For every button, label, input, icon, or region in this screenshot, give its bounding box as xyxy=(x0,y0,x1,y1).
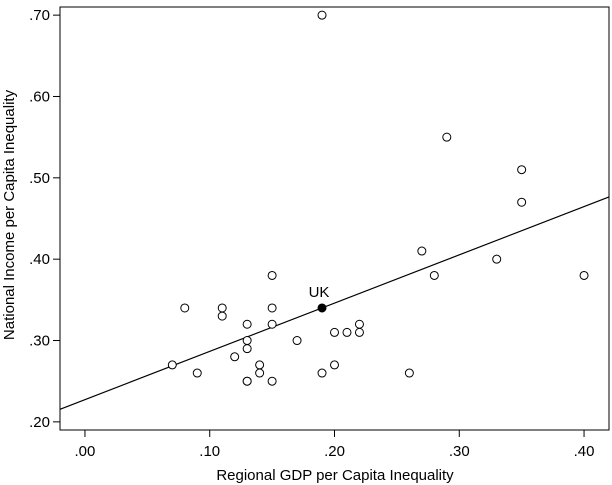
data-point xyxy=(242,336,252,346)
x-tick-label: .00 xyxy=(75,443,96,460)
data-point xyxy=(242,319,252,329)
data-point xyxy=(404,368,414,378)
data-point xyxy=(267,319,277,329)
data-point xyxy=(292,336,302,346)
y-tick-label: .70 xyxy=(29,7,50,24)
x-tick-label: .10 xyxy=(199,443,220,460)
data-point xyxy=(242,344,252,354)
data-point xyxy=(217,303,227,313)
data-point xyxy=(517,165,527,175)
data-point xyxy=(317,368,327,378)
y-tick-label: .30 xyxy=(29,333,50,350)
data-point xyxy=(442,132,452,142)
highlighted-point xyxy=(317,303,327,313)
data-point xyxy=(579,270,589,280)
axis-ticks: .00 .10 .20 .30 .40 .20 .30 .40 .50 .60 .70 xyxy=(29,7,594,460)
data-point xyxy=(342,327,352,337)
y-tick-label: .40 xyxy=(29,251,50,268)
data-point xyxy=(180,303,190,313)
points-layer: UK xyxy=(167,10,589,386)
data-point xyxy=(242,376,252,386)
data-point xyxy=(267,376,277,386)
data-point xyxy=(317,10,327,20)
data-point xyxy=(330,327,339,337)
data-point xyxy=(354,327,364,337)
x-tick-label: .20 xyxy=(324,443,345,460)
x-tick-label: .30 xyxy=(449,443,470,460)
fit-line-layer xyxy=(59,196,610,410)
data-point xyxy=(167,360,177,370)
x-axis-title: Regional GDP per Capita Inequality xyxy=(216,467,454,484)
data-point xyxy=(230,352,240,362)
point-label: UK xyxy=(309,284,330,301)
y-tick-label: .50 xyxy=(29,170,50,187)
data-point xyxy=(267,303,277,313)
regression-line xyxy=(59,196,610,410)
data-point xyxy=(417,246,427,256)
data-point xyxy=(354,319,364,329)
data-point xyxy=(217,311,227,321)
data-point xyxy=(267,270,277,280)
data-point xyxy=(255,360,265,370)
y-axis-title: National Income per Capita Inequality xyxy=(1,89,18,340)
data-point xyxy=(429,270,439,280)
data-point xyxy=(192,368,202,378)
data-point xyxy=(330,360,339,370)
y-tick-label: .60 xyxy=(29,88,50,105)
data-point xyxy=(492,254,502,264)
data-point xyxy=(255,368,265,378)
data-point xyxy=(517,197,527,207)
y-tick-label: .20 xyxy=(29,414,50,431)
x-tick-label: .40 xyxy=(574,443,595,460)
